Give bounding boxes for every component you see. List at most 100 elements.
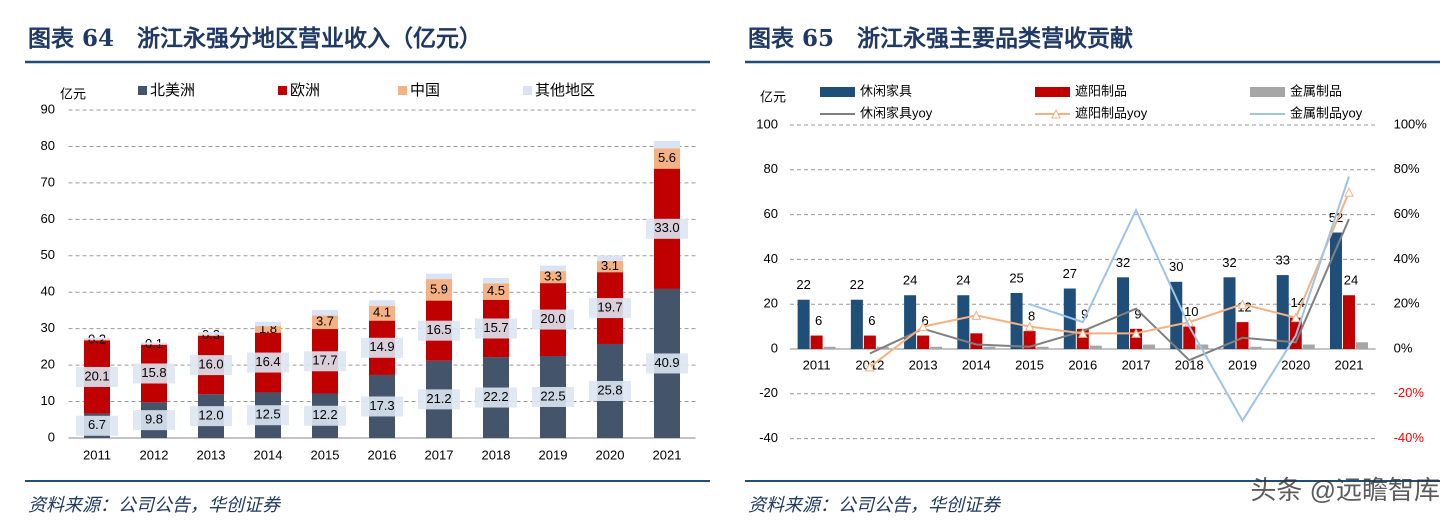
- label-box: [133, 363, 175, 384]
- bar: [797, 299, 810, 349]
- data-label: 12.5: [255, 407, 280, 422]
- bar: [1089, 345, 1102, 349]
- data-label: 16.4: [255, 354, 280, 369]
- y-tick-label: 30: [41, 320, 55, 335]
- legend-label: 休闲家具: [860, 83, 912, 98]
- label-box: [646, 353, 688, 374]
- y-tick-label: 90: [41, 101, 55, 116]
- y2-tick-label: 80%: [1394, 161, 1420, 176]
- line-marker: [865, 361, 875, 372]
- bar-segment: [369, 305, 395, 321]
- bar: [810, 335, 823, 349]
- line: [1029, 176, 1350, 423]
- y-axis-label: 亿元: [760, 89, 786, 104]
- legend-swatch: [523, 86, 532, 95]
- y2-tick-label: 20%: [1394, 296, 1420, 311]
- x-tick-label: 2017: [1122, 357, 1151, 372]
- data-label: 22: [796, 277, 810, 292]
- y-tick-label: -20: [759, 385, 778, 400]
- bar-segment: [198, 331, 224, 335]
- bar: [1170, 281, 1183, 349]
- label-box: [76, 415, 118, 436]
- label-box: [475, 318, 517, 339]
- legend-swatch: [1250, 87, 1285, 97]
- data-label: 20.1: [84, 368, 109, 383]
- label-box: [361, 337, 403, 358]
- label-box: [304, 405, 346, 426]
- data-label: 33: [1276, 253, 1290, 268]
- bar-segment: [483, 278, 509, 284]
- label-box: [190, 355, 232, 376]
- bar-segment: [483, 283, 509, 300]
- data-label: 12.0: [198, 408, 223, 423]
- label-box: [247, 405, 289, 426]
- legend-label: 金属制品yoy: [1290, 105, 1363, 120]
- y-tick-label: 40: [41, 284, 55, 299]
- x-tick-label: 2015: [311, 447, 340, 462]
- bar: [850, 299, 863, 349]
- y2-tick-label: -40%: [1394, 430, 1425, 445]
- bar-segment: [654, 148, 680, 169]
- data-label: 5.9: [430, 281, 448, 296]
- bar-segment: [84, 339, 110, 341]
- chart-title: 图表 64 浙江永强分地区营业收入（亿元）: [28, 25, 482, 52]
- label-box: [304, 351, 346, 372]
- line-marker: [1290, 312, 1301, 323]
- x-tick-label: 2013: [197, 447, 226, 462]
- line: [869, 218, 1350, 362]
- x-tick-label: 2017: [425, 447, 454, 462]
- y-axis-label: 亿元: [60, 86, 86, 101]
- bar-segment: [255, 326, 281, 333]
- source: 资料来源：公司公告，华创证券: [748, 495, 1002, 516]
- legend-label: 北美洲: [150, 82, 195, 99]
- bar-segment: [426, 273, 452, 280]
- y-tick-label: 20: [764, 296, 778, 311]
- data-label: 6: [921, 313, 928, 328]
- data-label: 14.9: [369, 339, 394, 354]
- y-tick-label: 50: [41, 247, 55, 262]
- y-tick-label: -40: [759, 430, 778, 445]
- label-box: [190, 406, 232, 427]
- legend-label: 遮阳制品: [1075, 83, 1127, 98]
- bar-segment: [312, 315, 338, 330]
- label-box: [418, 320, 460, 341]
- line-marker: [918, 321, 928, 332]
- legend-label: 其他地区: [535, 82, 595, 99]
- line-marker: [1077, 328, 1088, 338]
- x-tick-label: 2019: [539, 447, 568, 462]
- data-label: 17.7: [312, 353, 337, 368]
- bar: [1342, 295, 1355, 349]
- y-tick-label: 60: [41, 211, 55, 226]
- bar-segment: [312, 310, 338, 316]
- y2-tick-label: 40%: [1394, 251, 1420, 266]
- data-label: 33.0: [654, 220, 679, 235]
- x-tick-label: 2014: [254, 447, 283, 462]
- label-box: [589, 380, 631, 401]
- bar-segment: [597, 260, 623, 273]
- data-label: 12.2: [312, 407, 337, 422]
- bar: [930, 346, 943, 349]
- y-tick-label: 80: [764, 161, 778, 176]
- line: [869, 191, 1350, 368]
- data-label: 3.3: [544, 269, 562, 284]
- bar-segment: [198, 334, 224, 336]
- bar: [970, 333, 983, 349]
- y-tick-label: 100: [756, 116, 778, 131]
- data-label: 4.1: [373, 305, 391, 320]
- line-marker: [1344, 187, 1354, 197]
- data-label: 5.6: [658, 150, 676, 165]
- chart-title: 图表 65 浙江永强主要品类营收贡献: [748, 25, 1133, 52]
- x-tick-label: 2015: [1015, 357, 1044, 372]
- data-label: 3.7: [316, 314, 334, 329]
- bar-segment: [255, 321, 281, 327]
- data-label: 15.7: [483, 320, 508, 335]
- legend-swatch: [138, 86, 147, 95]
- legend-swatch: [278, 86, 287, 95]
- bar-segment: [426, 279, 452, 301]
- x-tick-label: 2018: [1175, 357, 1204, 372]
- data-label: 20.0: [540, 311, 565, 326]
- line-marker: [1237, 299, 1248, 309]
- bar: [1143, 344, 1156, 349]
